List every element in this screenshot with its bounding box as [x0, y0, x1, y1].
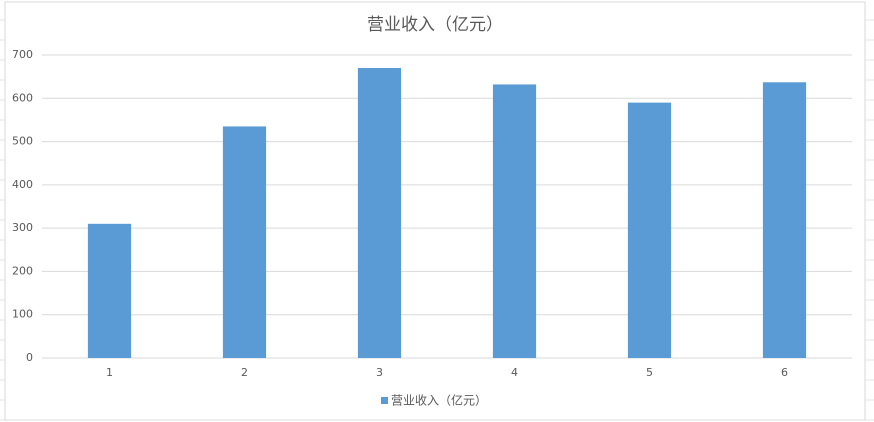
bar	[357, 67, 402, 358]
bar	[492, 84, 537, 358]
legend-label: 营业收入（亿元）	[391, 393, 487, 408]
x-tick-label: 3	[376, 366, 383, 379]
bar	[222, 126, 267, 359]
y-tick-label: 0	[26, 351, 33, 364]
chart-area	[4, 1, 866, 421]
y-tick-label: 500	[12, 135, 33, 148]
y-tick-label: 700	[12, 48, 33, 61]
y-tick-label: 200	[12, 264, 33, 277]
y-tick-label: 300	[12, 221, 33, 234]
y-tick-label: 100	[12, 308, 33, 321]
y-tick-label: 400	[12, 178, 33, 191]
chart-title: 营业收入（亿元）	[367, 15, 503, 35]
x-tick-label: 6	[781, 366, 788, 379]
bar	[87, 223, 132, 358]
x-tick-label: 1	[106, 366, 113, 379]
x-tick-label: 4	[511, 366, 518, 379]
y-tick-label: 600	[12, 91, 33, 104]
x-tick-label: 5	[646, 366, 653, 379]
bar	[762, 82, 807, 359]
bar	[627, 102, 672, 358]
x-tick-label: 2	[241, 366, 248, 379]
legend-swatch	[381, 397, 388, 404]
